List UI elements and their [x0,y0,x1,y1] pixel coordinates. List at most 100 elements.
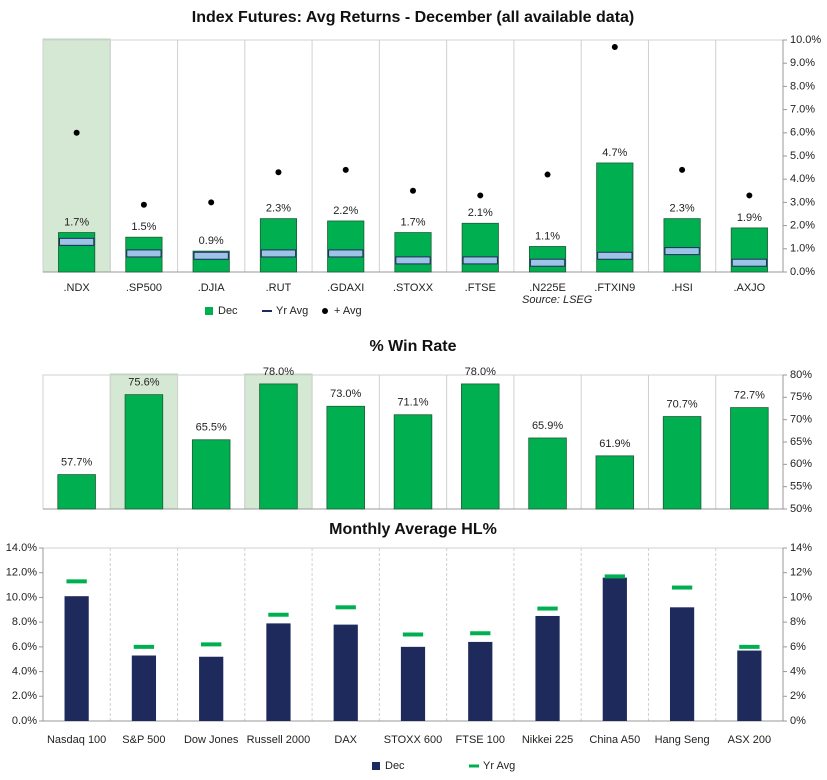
bar [57,474,96,510]
y-tick-label: 65% [790,436,812,448]
y-tick-label: 0% [790,715,806,727]
y-tick-label: 8% [790,616,806,628]
bar [602,577,627,721]
avg-dot [611,43,618,50]
bar [327,220,365,273]
x-tick-label: .GDAXI [327,282,364,294]
x-tick-label: STOXX 600 [384,734,443,746]
x-tick-label: S&P 500 [122,734,165,746]
x-tick-label: .HSI [671,282,692,294]
y-tick-label: 12.0% [6,567,37,579]
x-tick-label: Hang Seng [655,734,710,746]
legend-label: Dec [218,305,238,317]
avg-marker [58,237,95,246]
x-tick-label: Nasdaq 100 [47,734,106,746]
avg-marker [395,256,431,265]
bar [669,607,695,721]
avg-marker [260,249,297,258]
data-label: 75.6% [128,377,159,389]
bar [393,414,433,510]
bar [259,218,298,273]
x-tick-label: FTSE 100 [456,734,506,746]
y-tick-label: 0.0% [12,715,37,727]
y-tick-label: 2.0% [12,690,37,702]
y-tick-label: 0.0% [790,266,815,278]
x-tick-label: .DJIA [198,282,226,294]
legend-label: Yr Avg [483,760,515,772]
data-label: 2.1% [468,207,493,219]
data-label: 72.7% [734,390,765,402]
x-tick-label: Nikkei 225 [522,734,573,746]
y-tick-label: 5.0% [790,150,815,162]
data-label: 71.1% [397,397,428,409]
source-note: Source: LSEG [522,294,593,306]
y-tick-label: 50% [790,503,812,515]
x-tick-label: Russell 2000 [247,734,311,746]
data-label: 70.7% [666,398,697,410]
y-tick-label: 6.0% [12,641,37,653]
avg-dash [201,642,222,647]
avg-marker [597,251,633,260]
avg-dot [410,187,416,194]
avg-marker [529,258,566,267]
data-label: 1.1% [535,230,560,242]
bar [730,407,769,510]
avg-marker [328,249,364,258]
y-tick-label: 9.0% [790,57,815,69]
avg-dot [544,171,551,178]
x-tick-label: .NDX [63,282,90,294]
y-tick-label: 8.0% [790,80,815,92]
bar [400,646,426,721]
data-label: 2.3% [670,203,695,215]
bar [394,232,432,273]
x-tick-label: .RUT [266,282,292,294]
bar [333,624,358,721]
data-label: 2.2% [333,205,358,217]
data-label: 1.5% [131,221,156,233]
avg-dot [342,166,349,173]
y-tick-label: 14% [790,542,812,554]
x-tick-label: .STOXX [393,282,434,294]
legend-label: Yr Avg [276,305,308,317]
bar [535,615,560,721]
x-tick-label: .SP500 [126,282,162,294]
x-tick-label: .N225E [529,282,566,294]
y-tick-label: 4.0% [12,665,37,677]
y-tick-label: 10.0% [790,34,821,46]
legend-label: + Avg [334,305,362,317]
x-tick-label: .FTXIN9 [594,282,635,294]
y-tick-label: 55% [790,481,812,493]
avg-dot [477,192,484,199]
y-tick-label: 14.0% [6,542,37,554]
data-label: 1.9% [737,212,762,224]
data-label: 65.5% [196,422,227,434]
data-label: 78.0% [263,366,294,378]
chart-title: Index Futures: Avg Returns - December (a… [192,9,635,26]
avg-dash [470,631,491,636]
y-tick-label: 10.0% [6,591,37,603]
y-tick-label: 60% [790,458,812,470]
y-tick-label: 12% [790,567,812,579]
avg-dot [275,169,282,176]
avg-dash [335,605,356,610]
avg-dash [133,644,155,649]
data-label: 1.7% [64,216,89,228]
x-tick-label: China A50 [589,734,640,746]
bar [461,222,499,273]
y-tick-label: 75% [790,391,812,403]
avg-dash [537,606,558,611]
bar [737,650,762,721]
avg-dot [679,166,686,173]
legend-swatch [205,307,213,315]
legend-swatch [469,764,479,768]
bar [595,455,635,510]
bar [131,655,157,721]
avg-marker [462,256,498,265]
avg-dot [208,199,215,206]
y-tick-label: 3.0% [790,196,815,208]
y-tick-label: 6.0% [790,127,815,139]
y-tick-label: 70% [790,414,812,426]
y-tick-label: 2% [790,690,806,702]
avg-dash [671,585,693,590]
